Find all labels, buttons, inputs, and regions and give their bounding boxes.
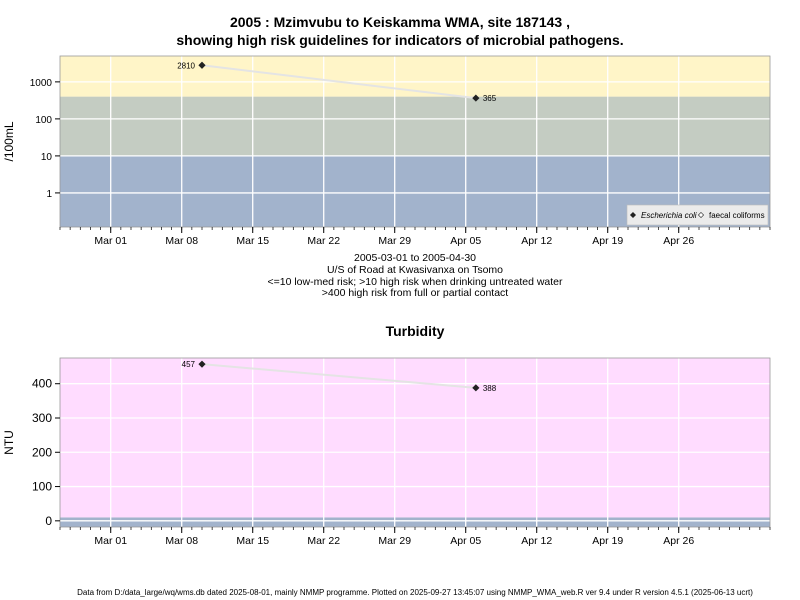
chart-title-line-1: 2005 : Mzimvubu to Keiskamma WMA, site 1… — [229, 14, 570, 30]
ecoli-data-label: 365 — [483, 94, 497, 103]
ecoli-legend-label: faecal coliforms — [709, 211, 765, 220]
ecoli-y-tick-label: 100 — [35, 115, 52, 126]
ecoli-data-label: 2810 — [177, 61, 195, 70]
turbidity-data-point — [472, 384, 480, 392]
turbidity-y-tick-label: 300 — [32, 411, 52, 425]
turbidity-x-tick-label: Apr 05 — [450, 535, 481, 547]
turbidity-y-tick-label: 100 — [32, 480, 52, 494]
date-range-text: 2005-03-01 to 2005-04-30 — [353, 252, 476, 264]
ecoli-x-tick-label: Apr 19 — [592, 235, 623, 247]
turbidity-x-tick-label: Apr 12 — [521, 535, 552, 547]
turbidity-x-tick-label: Mar 01 — [94, 535, 127, 547]
turbidity-data-label: 457 — [182, 360, 196, 369]
ecoli-x-tick-label: Mar 22 — [307, 235, 340, 247]
site-location-text: U/S of Road at Kwasivanxa on Tsomo — [326, 264, 504, 276]
turbidity-risk-band — [60, 517, 770, 527]
turbidity-y-tick-label: 200 — [32, 445, 52, 459]
turbidity-panel-title: Turbidity — [386, 323, 445, 339]
chart-title-line-2: showing high risk guidelines for indicat… — [176, 32, 624, 48]
turbidity-risk-band — [60, 358, 770, 518]
turbidity-x-tick-label: Mar 29 — [378, 535, 411, 547]
ecoli-x-tick-label: Mar 08 — [165, 235, 198, 247]
ecoli-legend-box — [626, 204, 769, 226]
ecoli-x-tick-label: Mar 29 — [378, 235, 411, 247]
ecoli-y-tick-label: 1000 — [30, 78, 53, 89]
turbidity-x-tick-label: Mar 15 — [236, 535, 269, 547]
turbidity-x-tick-label: Mar 08 — [165, 535, 198, 547]
turbidity-y-tick-label: 400 — [32, 377, 52, 391]
turbidity-x-tick-label: Mar 22 — [307, 535, 340, 547]
ecoli-x-tick-label: Apr 26 — [663, 235, 694, 247]
ecoli-data-point — [198, 61, 206, 69]
turbidity-x-tick-label: Apr 26 — [663, 535, 694, 547]
ecoli-x-tick-label: Apr 05 — [450, 235, 481, 247]
guideline-drinking-text: <=10 low-med risk; >10 high risk when dr… — [267, 276, 563, 288]
ecoli-x-tick-label: Mar 15 — [236, 235, 269, 247]
turbidity-y-axis-label: NTU — [2, 430, 16, 455]
ecoli-x-tick-label: Apr 12 — [521, 235, 552, 247]
ecoli-legend-marker — [697, 211, 705, 219]
ecoli-series-line — [201, 64, 476, 100]
ecoli-x-tick-label: Mar 01 — [94, 235, 127, 247]
guideline-contact-text: >400 high risk from full or partial cont… — [321, 287, 509, 299]
turbidity-x-tick-label: Apr 19 — [592, 535, 623, 547]
turbidity-series-line — [201, 363, 476, 389]
turbidity-data-point — [198, 360, 206, 368]
ecoli-risk-band — [60, 96, 770, 156]
ecoli-y-tick-label: 10 — [41, 152, 53, 163]
ecoli-y-tick-label: 1 — [46, 189, 52, 200]
ecoli-legend-marker — [629, 211, 637, 219]
turbidity-y-tick-label: 0 — [45, 514, 52, 528]
turbidity-data-label: 388 — [483, 384, 497, 393]
footer-data-source: Data from D:/data_large/wq/wms.db dated … — [77, 588, 753, 597]
ecoli-legend-label: Escherichia coli — [641, 211, 697, 220]
ecoli-y-axis-label: /100mL — [2, 121, 16, 161]
ecoli-data-point — [472, 94, 480, 102]
